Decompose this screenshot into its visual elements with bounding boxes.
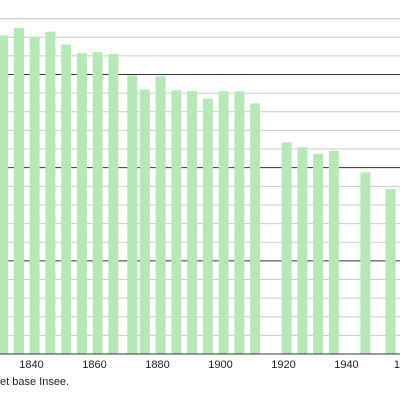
- bar: [202, 98, 213, 354]
- x-tick-label: 1900: [208, 359, 232, 371]
- bar: [313, 153, 324, 354]
- bar: [250, 103, 261, 354]
- bar: [281, 142, 292, 354]
- bar: [13, 27, 24, 355]
- bar: [297, 147, 308, 354]
- x-axis: 1840 1860 1880 1900 1920 1940 1: [0, 353, 400, 371]
- x-tick-label: 1940: [334, 359, 358, 371]
- bar: [92, 52, 103, 354]
- bar: [218, 91, 229, 354]
- bar: [108, 54, 119, 354]
- bar: [155, 76, 166, 355]
- x-tick-label: 1880: [145, 359, 169, 371]
- bars: [0, 27, 396, 355]
- bar: [385, 189, 396, 354]
- bar: [29, 37, 40, 355]
- x-tick-label: 1920: [271, 359, 295, 371]
- bar: [187, 91, 198, 354]
- source-note: et base Insee.: [0, 376, 70, 388]
- x-tick-label: 1860: [82, 359, 106, 371]
- x-tick-label: 1: [394, 359, 400, 371]
- bar: [171, 90, 182, 354]
- bar: [45, 31, 56, 355]
- bar: [360, 172, 371, 354]
- bar: [61, 44, 72, 354]
- x-tick-label: 1840: [19, 359, 43, 371]
- bar: [127, 75, 138, 355]
- bar: [139, 89, 150, 354]
- bar: [0, 35, 9, 355]
- grid-lines: [0, 18, 400, 336]
- bar: [234, 91, 245, 354]
- bar: [76, 53, 87, 354]
- bar: [328, 150, 339, 354]
